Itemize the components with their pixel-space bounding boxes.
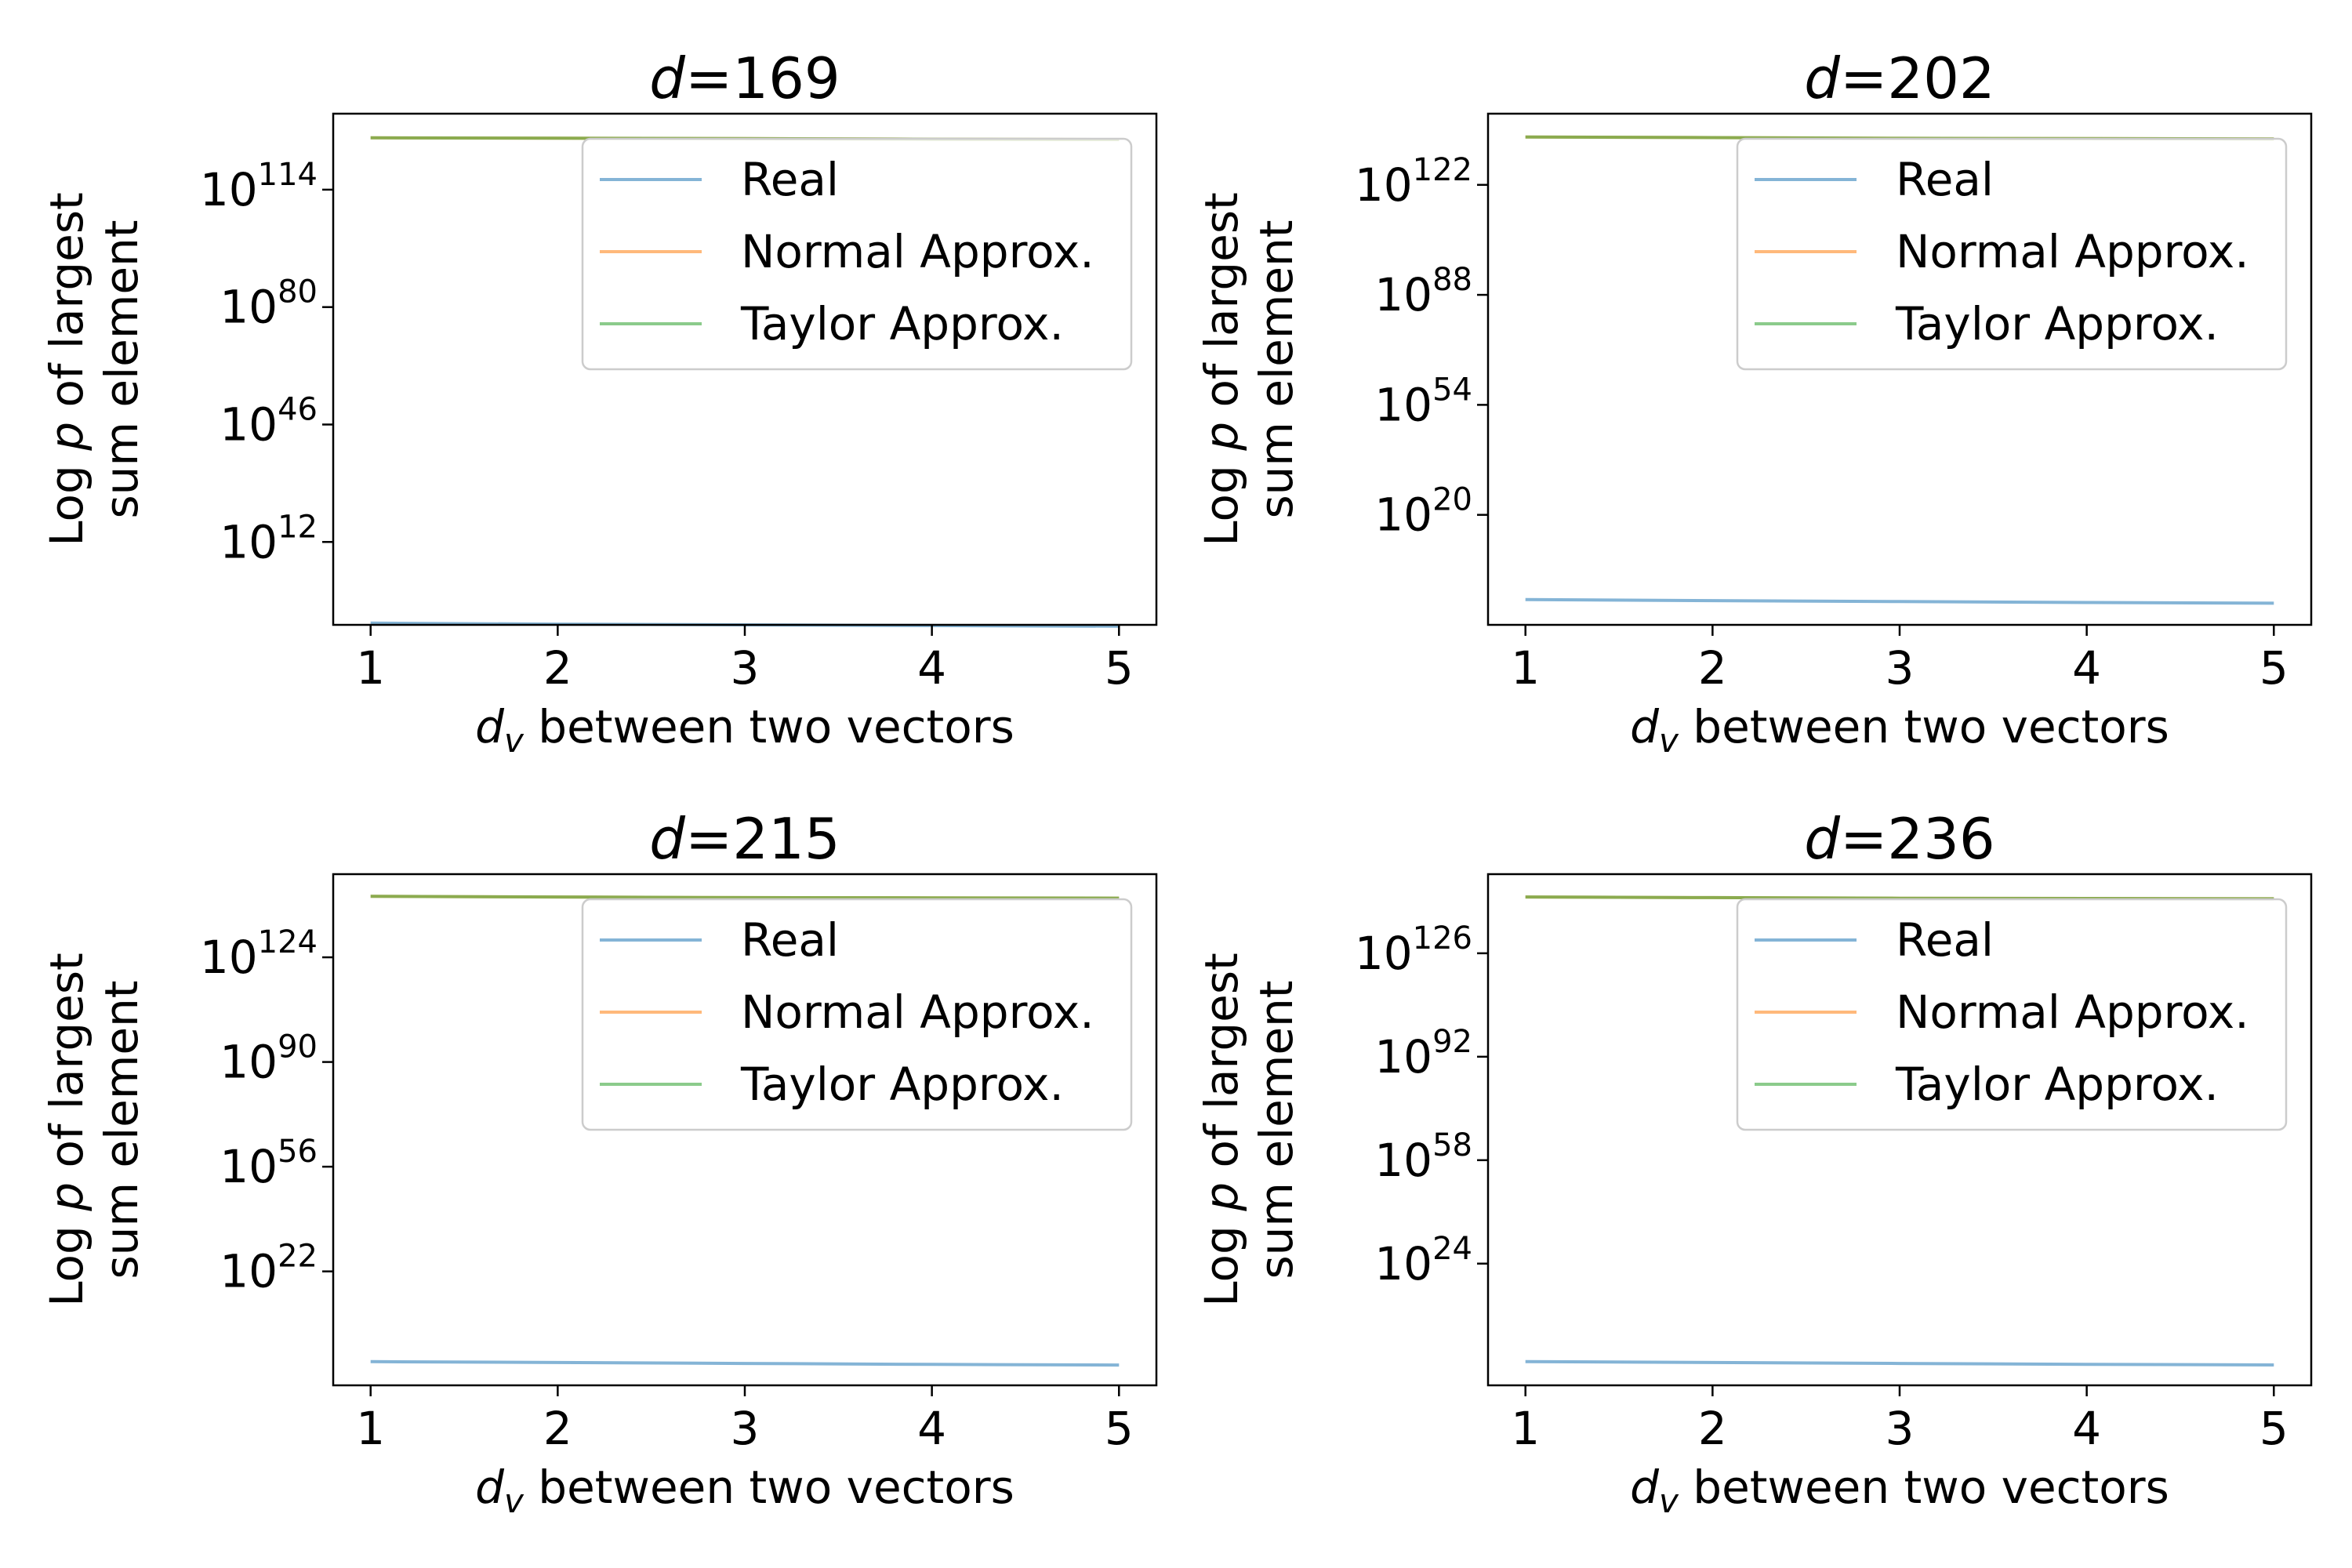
chart-panel-2: 1 2 3 4 5 10124 1090 1056 1022 d=215 dv between tw… (40, 806, 1158, 1520)
legend-label: Taylor Approx. (1895, 297, 2219, 350)
legend-label: Normal Approx. (1896, 225, 2249, 278)
y-axis-label-line-2: sum element (1250, 980, 1303, 1279)
y-tick-label: 1012 (220, 509, 318, 568)
y-tick-label: 1046 (220, 391, 318, 451)
legend-label: Taylor Approx. (740, 1058, 1064, 1111)
legend-box (581, 898, 1133, 1131)
y-tick-label: 10114 (200, 157, 318, 216)
legend-label: Real (741, 153, 839, 206)
chart-title: d=169 (649, 45, 840, 111)
x-tick-label: 1 (356, 1402, 385, 1455)
y-tick-label: 10122 (1355, 152, 1472, 212)
y-tick-label: 1020 (1374, 482, 1472, 542)
y-tick-label: 10124 (200, 924, 318, 984)
x-tick-label: 3 (1886, 1402, 1915, 1455)
series-line-real (1525, 597, 2274, 605)
x-tick-label: 1 (1511, 641, 1540, 695)
y-tick-label: 1024 (1374, 1231, 1472, 1290)
x-tick-label: 5 (1105, 1402, 1134, 1455)
chart-panel-1: 1 2 3 4 5 10122 1088 1054 1020 d=202 dv between tw… (1195, 45, 2313, 760)
x-tick-label: 3 (731, 641, 760, 695)
series-line-real (1525, 1359, 2274, 1367)
y-axis-label-line-1: Log p of largest (40, 192, 93, 546)
y-tick-label: 1092 (1374, 1024, 1472, 1083)
legend-box (1736, 898, 2288, 1131)
series-line-real (370, 1359, 1120, 1367)
x-tick-label: 4 (2072, 641, 2101, 695)
x-tick-label: 2 (543, 641, 572, 695)
series-line-taylor-approx (370, 895, 1120, 900)
x-tick-label: 1 (1511, 1402, 1540, 1455)
legend: Real Normal Approx. Taylor Approx. (581, 137, 1133, 371)
x-tick-label: 2 (543, 1402, 572, 1455)
legend: Real Normal Approx. Taylor Approx. (581, 898, 1133, 1131)
chart-title: d=215 (649, 806, 840, 872)
legend-box (1736, 137, 2288, 371)
x-tick-label: 5 (1105, 641, 1134, 695)
x-tick-label: 2 (1698, 641, 1727, 695)
y-tick-label: 1090 (220, 1029, 318, 1089)
x-tick-label: 3 (1886, 641, 1915, 695)
chart-panel-3: 1 2 3 4 5 10126 1092 1058 1024 d=236 dv between tw… (1195, 806, 2313, 1520)
legend-label: Normal Approx. (741, 985, 1094, 1039)
y-tick-label: 1088 (1374, 262, 1472, 321)
legend-label: Taylor Approx. (1895, 1058, 2219, 1111)
chart-panel-0: 1 2 3 4 5 10114 1080 1046 1012 d=169 dv between tw… (40, 45, 1158, 760)
legend-label: Taylor Approx. (740, 297, 1064, 350)
y-tick-label: 1054 (1374, 372, 1472, 431)
x-tick-label: 4 (917, 1402, 946, 1455)
x-tick-label: 4 (2072, 1402, 2101, 1455)
x-axis-label: dv between two vectors (1630, 700, 2169, 760)
y-axis-label-line-2: sum element (95, 220, 148, 518)
chart-title: d=202 (1804, 45, 1994, 111)
y-axis-label-line-2: sum element (95, 980, 148, 1279)
y-axis-label-line-2: sum element (1250, 220, 1303, 518)
legend-box (581, 137, 1133, 371)
x-tick-label: 5 (2259, 641, 2288, 695)
y-tick-label: 1058 (1374, 1127, 1472, 1187)
x-axis-label: dv between two vectors (475, 700, 1014, 760)
y-tick-label: 10126 (1355, 920, 1472, 980)
legend-label: Real (741, 913, 839, 967)
x-tick-label: 4 (917, 641, 946, 695)
x-axis-label: dv between two vectors (475, 1461, 1014, 1520)
legend-label: Real (1896, 153, 1994, 206)
y-axis-label-line-1: Log p of largest (1195, 192, 1248, 546)
x-tick-label: 5 (2259, 1402, 2288, 1455)
legend: Real Normal Approx. Taylor Approx. (1736, 137, 2288, 371)
legend-label: Normal Approx. (741, 225, 1094, 278)
legend-label: Real (1896, 913, 1994, 967)
x-tick-label: 3 (731, 1402, 760, 1455)
y-tick-label: 1022 (220, 1239, 318, 1298)
chart-title: d=236 (1804, 806, 1994, 872)
y-axis-label-line-1: Log p of largest (40, 953, 93, 1307)
legend-label: Normal Approx. (1896, 985, 2249, 1039)
legend: Real Normal Approx. Taylor Approx. (1736, 898, 2288, 1131)
x-axis-label: dv between two vectors (1630, 1461, 2169, 1520)
y-tick-label: 1056 (220, 1134, 318, 1193)
y-tick-label: 1080 (220, 274, 318, 334)
x-tick-label: 2 (1698, 1402, 1727, 1455)
y-axis-label-line-1: Log p of largest (1195, 953, 1248, 1307)
x-tick-label: 1 (356, 641, 385, 695)
